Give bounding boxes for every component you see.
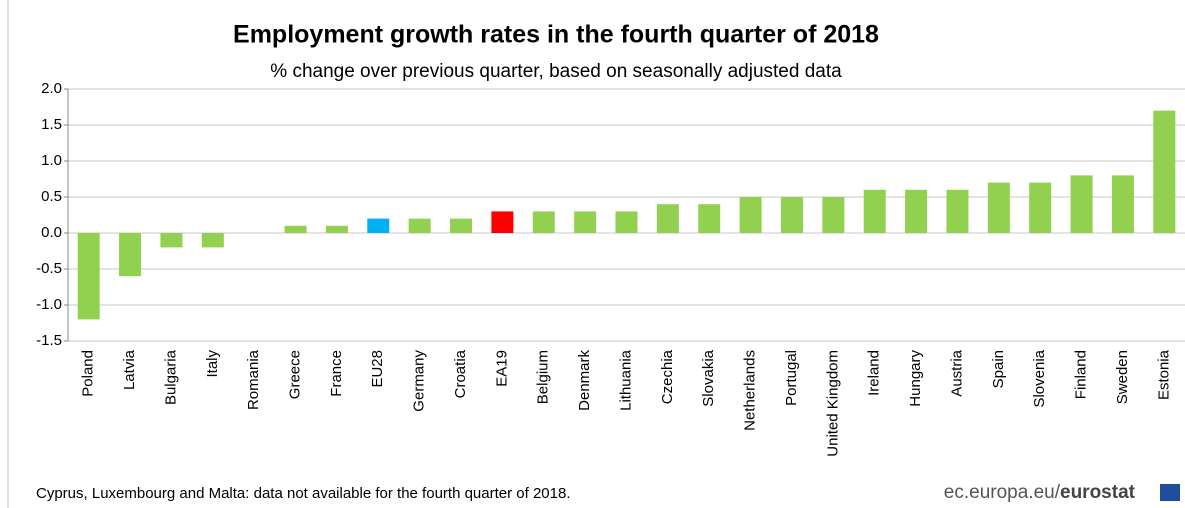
y-tick-label: 2.0 — [41, 80, 62, 97]
bar — [656, 204, 679, 233]
x-tick-label: Netherlands — [742, 350, 759, 431]
x-tick-label: Denmark — [576, 350, 593, 411]
bar — [780, 197, 803, 233]
bar — [450, 218, 473, 233]
x-tick-label: Greece — [287, 350, 304, 399]
x-tick-label: United Kingdom — [824, 350, 841, 457]
x-tick-label: Italy — [204, 350, 221, 378]
bar — [698, 204, 721, 233]
x-tick-label: Belgium — [535, 350, 552, 404]
y-tick-label: -1.5 — [36, 332, 62, 349]
bar — [574, 211, 597, 233]
x-tick-label: Czechia — [659, 349, 676, 404]
x-tick-label: Austria — [948, 349, 965, 396]
y-tick-label: 0.5 — [41, 188, 62, 205]
y-tick-label: 1.0 — [41, 152, 62, 169]
bar — [905, 189, 928, 233]
bar — [863, 189, 886, 233]
bar — [119, 233, 142, 277]
bar — [1111, 175, 1134, 233]
y-tick-label: -1.0 — [36, 296, 62, 313]
bar — [201, 233, 224, 248]
bar — [532, 211, 555, 233]
bar — [325, 225, 348, 233]
footnote: Cyprus, Luxembourg and Malta: data not a… — [36, 485, 571, 502]
bar — [987, 182, 1010, 233]
bar — [284, 225, 307, 233]
bar — [160, 233, 183, 248]
chart-subtitle: % change over previous quarter, based on… — [270, 61, 842, 82]
source-name: eurostat — [1060, 482, 1136, 503]
x-tick-label: Spain — [990, 350, 1007, 388]
x-tick-label: Sweden — [1114, 350, 1131, 404]
eu-flag — [1160, 484, 1180, 501]
x-tick-label: Romania — [245, 349, 262, 410]
bar — [1153, 110, 1176, 233]
x-tick-label: Poland — [80, 350, 97, 397]
bar — [739, 197, 762, 233]
x-tick-label: Bulgaria — [162, 349, 179, 405]
bar — [77, 233, 100, 320]
bar — [1070, 175, 1093, 233]
bar — [491, 211, 514, 233]
x-tick-label: Germany — [411, 350, 428, 412]
x-tick-label: Hungary — [907, 350, 924, 407]
x-tick-label: EU28 — [369, 350, 386, 388]
chart-title: Employment growth rates in the fourth qu… — [233, 21, 879, 49]
bar — [946, 189, 969, 233]
x-tick-label: Croatia — [452, 349, 469, 398]
x-tick-label: Finland — [1073, 350, 1090, 399]
x-tick-label: Slovenia — [1031, 349, 1048, 407]
bar — [822, 197, 845, 233]
bar — [367, 218, 390, 233]
x-tick-label: Ireland — [866, 350, 883, 396]
x-tick-label: Slovakia — [700, 349, 717, 406]
x-tick-label: Estonia — [1155, 349, 1172, 400]
bar — [615, 211, 638, 233]
x-tick-label: Portugal — [783, 350, 800, 406]
x-tick-label: EA19 — [493, 350, 510, 387]
x-tick-label: Lithuania — [617, 349, 634, 411]
x-tick-label: Latvia — [121, 349, 138, 390]
y-tick-label: 1.5 — [41, 116, 62, 133]
x-tick-label: France — [328, 350, 345, 397]
y-tick-label: 0.0 — [41, 224, 62, 241]
bar — [408, 218, 431, 233]
source-prefix: ec.europa.eu/ — [944, 482, 1061, 503]
y-tick-label: -0.5 — [36, 260, 62, 277]
bar — [1029, 182, 1052, 233]
